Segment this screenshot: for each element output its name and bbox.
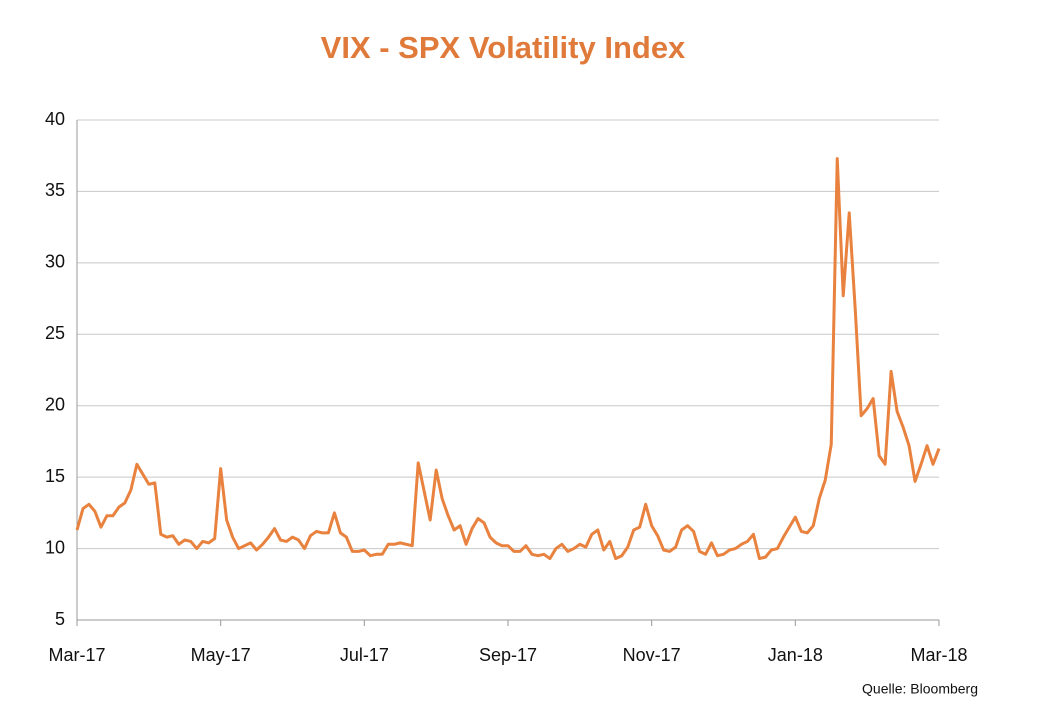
x-tick-label: Mar-18	[910, 645, 967, 665]
x-tick-label: Nov-17	[623, 645, 681, 665]
x-tick-label: Jan-18	[768, 645, 823, 665]
y-tick-label: 30	[45, 252, 65, 272]
source-note: Quelle: Bloomberg	[862, 681, 978, 697]
x-tick-label: May-17	[191, 645, 251, 665]
chart-title: VIX - SPX Volatility Index	[321, 30, 686, 65]
x-tick-label: Jul-17	[340, 645, 389, 665]
y-tick-label: 20	[45, 394, 65, 414]
y-tick-label: 15	[45, 466, 65, 486]
y-tick-label: 40	[45, 109, 65, 129]
x-tick-label: Mar-17	[48, 645, 105, 665]
y-tick-label: 10	[45, 537, 65, 557]
y-tick-label: 5	[55, 609, 65, 629]
y-tick-label: 35	[45, 180, 65, 200]
x-tick-label: Sep-17	[479, 645, 537, 665]
data-line	[75, 157, 941, 561]
y-tick-label: 25	[45, 323, 65, 343]
